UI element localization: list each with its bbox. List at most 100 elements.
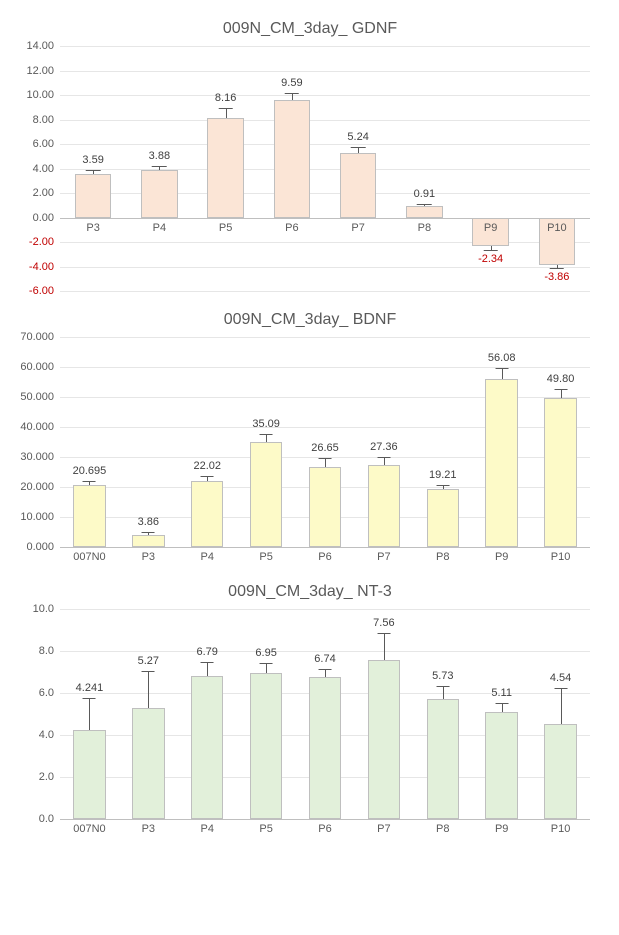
bar [368, 660, 400, 819]
error-bar [443, 686, 444, 699]
error-cap [351, 147, 366, 148]
bar-slot: -2.34 [458, 46, 524, 291]
bar-slot: -3.86 [524, 46, 590, 291]
xtick-label: P3 [119, 823, 178, 835]
error-bar [384, 457, 385, 465]
plot-area: 70.00060.00050.00040.00030.00020.00010.0… [60, 337, 590, 547]
value-label: 9.59 [281, 77, 302, 89]
bar [207, 118, 243, 218]
bar-slot: 7.56 [354, 609, 413, 819]
xtick-label: P9 [472, 823, 531, 835]
value-label: 5.27 [138, 655, 159, 667]
bar [427, 489, 459, 547]
value-label: 27.36 [370, 441, 398, 453]
ytick-label: 40.000 [20, 421, 60, 433]
plot-wrap: 14.0012.0010.008.006.004.002.000.00-2.00… [60, 46, 590, 291]
bar [544, 724, 576, 819]
zero-axis [60, 547, 590, 548]
error-cap [550, 268, 565, 269]
error-bar [207, 662, 208, 677]
value-label: 3.88 [149, 150, 170, 162]
error-cap [319, 458, 332, 459]
error-cap [260, 434, 273, 435]
error-cap [83, 481, 96, 482]
ytick-label: 6.00 [33, 138, 60, 150]
error-bar [148, 671, 149, 709]
xtick-label: P6 [296, 823, 355, 835]
value-label: 19.21 [429, 469, 457, 481]
bar [75, 174, 111, 218]
xtick-label: 007N0 [60, 823, 119, 835]
xtick-label: P3 [60, 222, 126, 234]
error-cap [86, 170, 101, 171]
error-bar [561, 389, 562, 398]
xtick-label: P10 [531, 551, 590, 563]
value-label: 20.695 [73, 465, 107, 477]
ytick-label: 4.00 [33, 163, 60, 175]
ytick-label: -4.00 [29, 261, 60, 273]
bar-slot: 5.27 [119, 609, 178, 819]
bar [309, 467, 341, 547]
bar-slot: 35.09 [237, 337, 296, 547]
value-label: 0.91 [414, 188, 435, 200]
bar-slot: 20.695 [60, 337, 119, 547]
error-cap [377, 457, 390, 458]
plot-area: 10.08.06.04.02.00.04.2415.276.796.956.74… [60, 609, 590, 819]
xtick-label: P6 [259, 222, 325, 234]
error-cap [319, 669, 332, 670]
error-cap [218, 108, 233, 109]
bar [132, 535, 164, 547]
value-label: 4.54 [550, 672, 571, 684]
value-label: 26.65 [311, 442, 339, 454]
x-axis: 007N0P3P4P5P6P7P8P9P10 [60, 823, 590, 835]
xtick-label: P9 [472, 551, 531, 563]
value-label: 8.16 [215, 92, 236, 104]
zero-axis [60, 819, 590, 820]
bar [406, 206, 442, 217]
error-bar [502, 368, 503, 379]
ytick-label: 8.00 [33, 114, 60, 126]
chart-2: 009N_CM_3day_ NT-310.08.06.04.02.00.04.2… [10, 583, 610, 835]
error-bar [325, 669, 326, 677]
ytick-label: 14.00 [26, 40, 60, 52]
error-cap [554, 389, 567, 390]
xtick-label: P7 [354, 551, 413, 563]
error-cap [436, 686, 449, 687]
chart-title: 009N_CM_3day_ NT-3 [10, 583, 610, 601]
bar [191, 676, 223, 819]
error-cap [260, 663, 273, 664]
error-bar [89, 698, 90, 730]
error-cap [483, 250, 498, 251]
bar-slot: 4.241 [60, 609, 119, 819]
bar [274, 100, 310, 217]
bar-slot: 5.11 [472, 609, 531, 819]
error-bar [266, 434, 267, 442]
error-cap [152, 166, 167, 167]
value-label: -3.86 [544, 271, 569, 283]
bar-slot: 6.95 [237, 609, 296, 819]
bar [141, 170, 177, 218]
xtick-label: P8 [413, 823, 472, 835]
bar-slot: 5.24 [325, 46, 391, 291]
xtick-label: P5 [237, 551, 296, 563]
error-bar [502, 703, 503, 711]
xtick-label: P8 [391, 222, 457, 234]
bar-slot: 0.91 [391, 46, 457, 291]
bar-slot: 3.88 [126, 46, 192, 291]
bar-slot: 49.80 [531, 337, 590, 547]
xtick-label: P5 [237, 823, 296, 835]
bar [250, 442, 282, 547]
xtick-label: P8 [413, 551, 472, 563]
error-bar [384, 633, 385, 660]
bar-slot: 22.02 [178, 337, 237, 547]
value-label: 5.11 [491, 687, 512, 699]
value-label: 56.08 [488, 352, 516, 364]
ytick-label: 2.00 [33, 187, 60, 199]
bar [485, 712, 517, 819]
bar-slot: 3.59 [60, 46, 126, 291]
xtick-label: P7 [325, 222, 391, 234]
error-bar [325, 458, 326, 467]
plot-wrap: 70.00060.00050.00040.00030.00020.00010.0… [60, 337, 590, 563]
value-label: 22.02 [193, 460, 221, 472]
bars-layer: 3.59 3.88 8.16 9.59 5.24 0.91 -2.34 -3.86 [60, 46, 590, 291]
